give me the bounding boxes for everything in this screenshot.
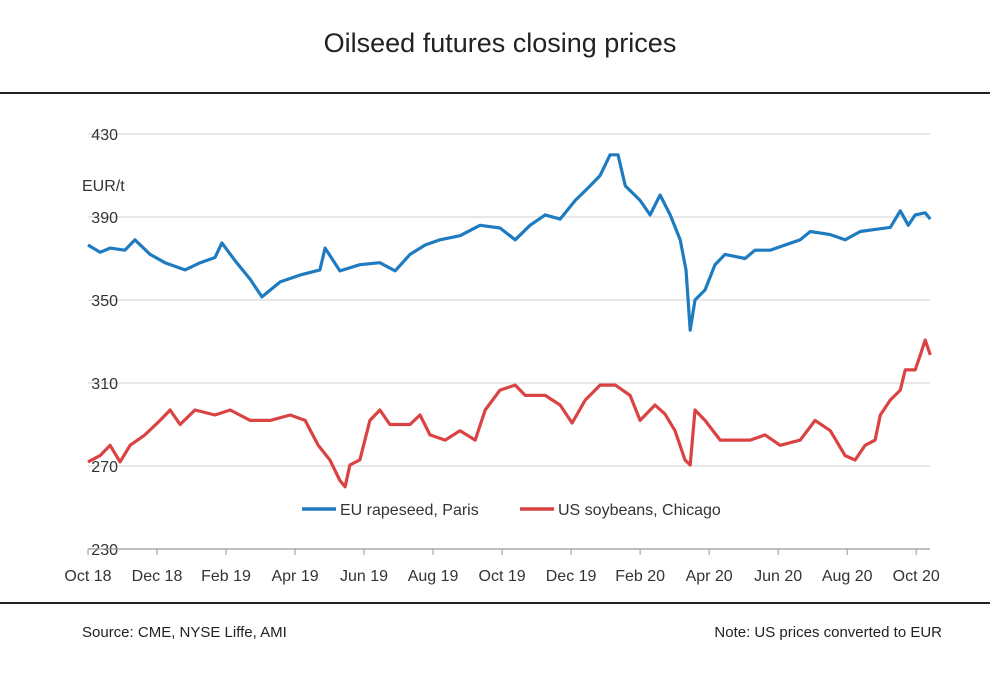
conversion-note: Note: US prices converted to EUR bbox=[714, 624, 942, 641]
legend-label: US soybeans, Chicago bbox=[558, 502, 721, 519]
x-tick-label: Dec 18 bbox=[132, 568, 183, 585]
x-tick-label: Oct 18 bbox=[64, 568, 111, 585]
y-axis-label: EUR/t bbox=[82, 178, 125, 195]
x-tick-label: Jun 19 bbox=[340, 568, 388, 585]
y-tick-label: 350 bbox=[91, 293, 118, 310]
x-tick-label: Jun 20 bbox=[754, 568, 802, 585]
y-tick-label: 310 bbox=[91, 376, 118, 393]
x-tick-label: Dec 19 bbox=[546, 568, 597, 585]
y-tick-label: 230 bbox=[91, 542, 118, 559]
source-note: Source: CME, NYSE Liffe, AMI bbox=[82, 624, 287, 641]
y-tick-label: 270 bbox=[91, 459, 118, 476]
x-tick-label: Feb 19 bbox=[201, 568, 251, 585]
y-tick-label: 390 bbox=[91, 210, 118, 227]
top-divider bbox=[0, 92, 990, 94]
x-tick-label: Aug 19 bbox=[408, 568, 459, 585]
chart-title: Oilseed futures closing prices bbox=[323, 28, 677, 58]
x-tick-label: Apr 20 bbox=[686, 568, 733, 585]
series-line-us-soybeans bbox=[87, 338, 932, 489]
x-tick-label: Feb 20 bbox=[615, 568, 665, 585]
bottom-divider bbox=[0, 602, 990, 604]
x-tick-label: Apr 19 bbox=[271, 568, 318, 585]
y-tick-label: 430 bbox=[91, 127, 118, 144]
x-tick-label: Aug 20 bbox=[822, 568, 873, 585]
legend-label: EU rapeseed, Paris bbox=[340, 502, 479, 519]
x-tick-label: Oct 19 bbox=[479, 568, 526, 585]
x-tick-label: Oct 20 bbox=[893, 568, 940, 585]
series-line-eu-rapeseed bbox=[87, 153, 932, 332]
